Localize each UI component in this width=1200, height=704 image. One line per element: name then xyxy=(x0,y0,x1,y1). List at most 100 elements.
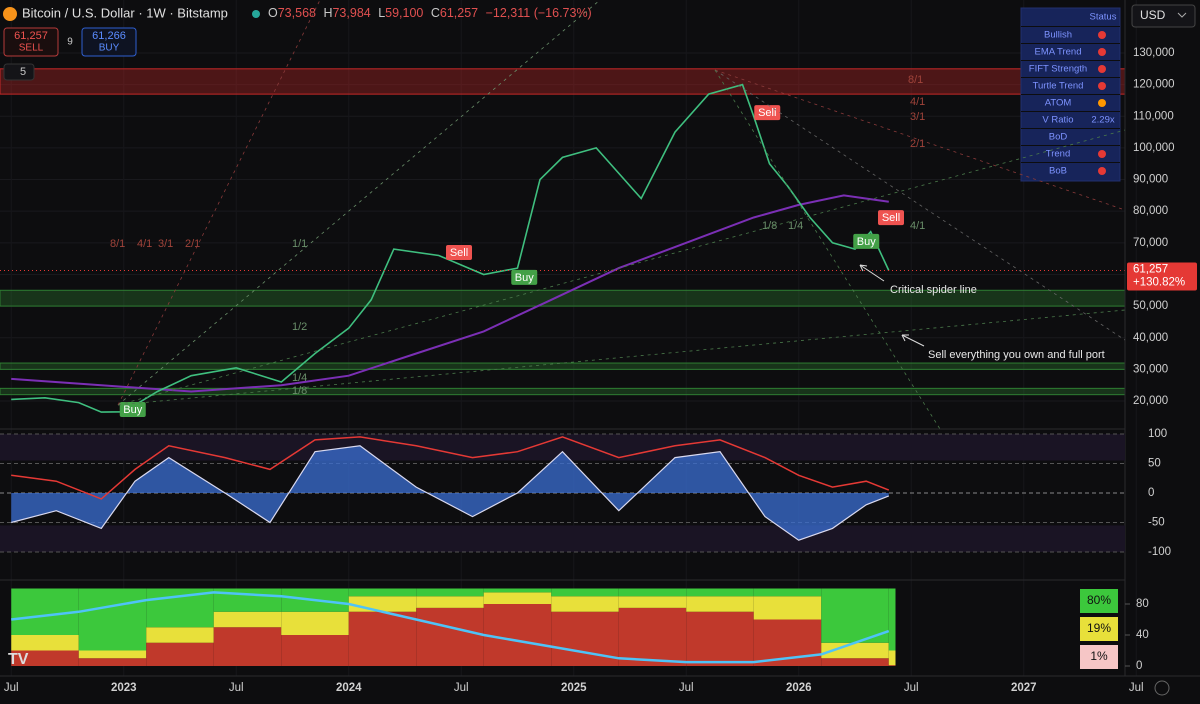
btc-icon xyxy=(3,7,17,21)
x-tick-label: 2023 xyxy=(111,682,137,694)
status-table: Status Bullish EMA Trend FIFT Strength Turtl… xyxy=(1020,7,1121,182)
regime-segment xyxy=(416,607,484,666)
os-zone xyxy=(0,525,1125,552)
status-dot xyxy=(1098,82,1106,90)
pane-toggle[interactable] xyxy=(3,63,35,81)
gann-label: 8/1 xyxy=(908,74,923,86)
label: L xyxy=(378,6,385,20)
currency: USD xyxy=(1140,8,1166,22)
y-tick-label: 70,000 xyxy=(1133,237,1168,249)
gann-label: 2/1 xyxy=(185,238,200,250)
regime-segment xyxy=(146,627,214,643)
price-line xyxy=(11,83,890,413)
x-tick-label: Jul xyxy=(1129,682,1144,694)
status-dot xyxy=(1098,167,1106,175)
gann-label: 4/1 xyxy=(910,220,925,232)
regime-segment xyxy=(821,642,889,659)
currency-select[interactable] xyxy=(1131,4,1196,28)
fan-line xyxy=(117,0,321,406)
regime-segment xyxy=(618,588,687,597)
sell-label: SELL xyxy=(19,43,44,54)
gann-fan xyxy=(117,0,1126,430)
buy-button[interactable] xyxy=(81,27,137,57)
tv-logo: TV xyxy=(8,651,29,668)
price-tag xyxy=(1127,262,1197,291)
regime-segment xyxy=(78,588,147,651)
label: O xyxy=(268,6,278,20)
sell-price: 61,257 xyxy=(14,30,48,42)
annotation: Critical spider line xyxy=(890,284,977,296)
status-dot xyxy=(1098,65,1106,73)
row-name: Turtle Trend xyxy=(1033,81,1084,92)
regime-segment xyxy=(483,588,552,593)
oscillator-pane xyxy=(0,433,1125,553)
regime-segment xyxy=(213,611,282,628)
signal-label: Buy xyxy=(857,236,876,248)
y-tick-label: 130,000 xyxy=(1133,47,1175,59)
close: 61,257 xyxy=(440,6,478,20)
regime-segment xyxy=(483,604,552,666)
y-tick-label: 40,000 xyxy=(1133,332,1168,344)
x-tick-label: 2024 xyxy=(336,682,362,694)
y-tick-label: 80 xyxy=(1136,598,1149,610)
row-name: FIFT Strength xyxy=(1029,64,1087,75)
regime-segment xyxy=(551,596,619,612)
row-name: EMA Trend xyxy=(1035,47,1082,58)
ema-line xyxy=(11,194,889,393)
annotation: Sell everything you own and full port xyxy=(928,349,1105,361)
change: −12,311 (−16.73%) xyxy=(486,6,592,20)
regime-segment xyxy=(686,588,754,597)
price-zone xyxy=(0,68,1126,95)
x-tick-label: Jul xyxy=(229,682,244,694)
regime-segment xyxy=(78,650,147,659)
y-tick-label: -50 xyxy=(1148,517,1165,529)
regime-segment xyxy=(753,588,822,597)
high: 73,984 xyxy=(332,6,370,20)
signal xyxy=(446,244,472,260)
regime-segment xyxy=(11,650,79,666)
status-dot xyxy=(1098,31,1106,39)
regime-segment xyxy=(686,596,754,612)
x-tick-label: 2025 xyxy=(561,682,587,694)
arrowhead xyxy=(901,334,909,342)
gann-label: 8/1 xyxy=(110,238,125,250)
y-tick-label: 0 xyxy=(1136,660,1142,672)
y-tick-label: 50 xyxy=(1148,458,1161,470)
y-tick-label: 100,000 xyxy=(1133,142,1175,154)
label: H xyxy=(323,6,332,20)
y-tick-label: 90,000 xyxy=(1133,174,1168,186)
regime-segment xyxy=(348,611,417,666)
status-dot xyxy=(1098,99,1106,107)
regime-segment xyxy=(888,665,896,666)
signal xyxy=(511,269,538,285)
y-tick-label: 100 xyxy=(1148,428,1167,440)
signal-label: Buy xyxy=(515,272,534,284)
row-name: BoD xyxy=(1049,132,1068,143)
gann-labels: 8/1 4/1 3/1 2/1 1/1 1/2 1/4 1/8 8/1 4/1 … xyxy=(110,74,925,397)
readout: 1% xyxy=(1090,649,1108,663)
price-tag-value: 61,257 xyxy=(1133,264,1168,276)
fan-line xyxy=(117,129,1126,406)
regime-segment xyxy=(686,611,754,666)
y-tick-label: -100 xyxy=(1148,546,1171,558)
wave-area xyxy=(11,445,889,541)
market-status xyxy=(252,10,260,18)
signal xyxy=(119,402,146,418)
regime-segment xyxy=(753,596,822,620)
sell-button[interactable] xyxy=(3,27,59,57)
row-name: ATOM xyxy=(1045,98,1072,109)
y-tick-label: 80,000 xyxy=(1133,205,1168,217)
main-pane: Buy Sell Buy Sell Buy Sell xyxy=(0,0,1137,676)
pane-count: 5 xyxy=(20,66,26,78)
signal-label: Buy xyxy=(123,404,142,416)
readout-box xyxy=(1080,589,1118,613)
spread: 9 xyxy=(67,37,73,48)
status-dot xyxy=(1098,48,1106,56)
chevron xyxy=(1177,12,1187,18)
fan-line xyxy=(714,69,1126,211)
regime-segment xyxy=(483,592,552,604)
auto-scale[interactable] xyxy=(1154,680,1170,696)
gann-label: 1/2 xyxy=(292,321,307,333)
label: C xyxy=(431,6,440,20)
